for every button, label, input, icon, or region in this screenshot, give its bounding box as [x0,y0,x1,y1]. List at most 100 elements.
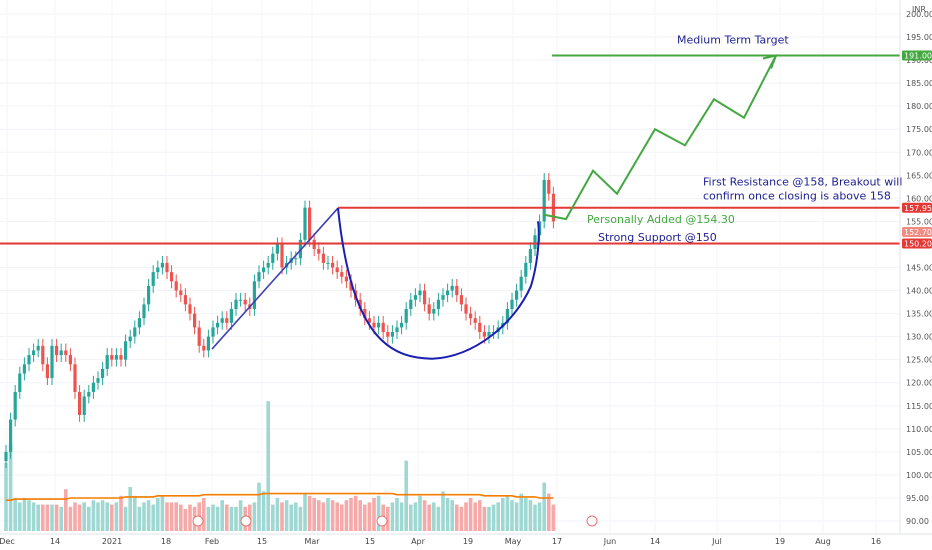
volume-bar [294,502,298,531]
price-tick-label: 125.00 [906,356,932,365]
candle-body [377,322,381,328]
annotation-added: Personally Added @154.30 [587,213,735,226]
volume-bar [547,493,551,531]
time-tick-label: 2021 [102,537,122,546]
volume-bar [390,502,395,531]
candle-body [308,207,312,240]
volume-bar [45,504,50,531]
volume-bar [551,504,556,531]
volume-bar [271,504,275,531]
volume-bar [413,502,418,531]
cup-pattern-curve[interactable] [337,207,540,360]
candle-body [395,327,399,333]
volume-bar [27,500,31,531]
time-tick-label: 19 [775,537,785,546]
candle-body [142,304,146,319]
volume-bar [50,504,54,531]
price-tick-label: 90.00 [906,517,929,526]
volume-bar [261,491,266,531]
volume-bar [275,498,280,531]
event-marker-icon [192,515,204,527]
volume-bar [441,491,445,531]
volume-bar [482,506,487,531]
candle-body [326,262,330,264]
time-tick-label: 14 [650,537,660,546]
price-tag [902,202,932,213]
candle-body [275,244,279,254]
candle-body [239,299,243,301]
time-tick-label: Feb [205,537,219,546]
volume-bar [68,506,73,531]
candle-body [188,304,192,314]
volume-bar [399,502,404,531]
price-tick-label: 170.00 [906,148,932,157]
volume-bar [105,502,109,531]
volume-moving-average-line [6,492,554,501]
candle-body [96,378,100,383]
volume-bar [307,495,312,531]
price-tick-label: 165.00 [906,171,932,180]
uptrend-line[interactable] [211,207,339,350]
candle-body [427,304,431,314]
candle-body [266,262,270,268]
candlesticks [4,173,555,468]
time-tick-label: 14 [50,537,60,546]
candle-body [41,345,45,365]
candle-body [510,299,514,309]
volume-bar [289,504,293,531]
volume-bar [128,487,132,531]
candle-body [151,272,155,286]
annotation-resistance-line2: confirm once closing is above 158 [703,189,891,202]
volume-bar [524,498,528,531]
volume-bar [432,502,436,531]
candle-body [36,345,40,351]
candle-body [18,373,22,392]
time-tick-label: Jun [603,537,617,546]
volume-bar [298,506,303,531]
price-tag-label: 152.70 [904,228,932,237]
volume-bar [496,502,500,531]
volume-bar [64,489,68,531]
volume-bar [211,504,215,531]
volume-bar [284,500,289,531]
price-tick-label: 95.00 [906,494,929,503]
time-tick-label: 15 [257,537,267,546]
volume-bar [91,500,96,531]
volume-bar [330,500,335,531]
candle-body [542,179,546,222]
candle-body [418,290,422,296]
volume-bar [174,502,178,531]
volume-bar [353,495,358,531]
time-axis[interactable]: Dec 14 2021 18 Feb 15 Mar 15 Apr 19 May 17 Jun 14 Jul 1… [0,533,932,546]
candle-body [303,207,307,240]
volume-bar [96,502,100,531]
volume-bar [464,502,468,531]
candle-body [432,308,436,314]
volume-bar [41,504,45,531]
candle-body [87,391,91,397]
price-axis[interactable]: 200.00 195.00 190.00 185.00 180.00 175.00 170.… [899,0,932,534]
price-tick-label: 190.00 [906,56,932,65]
time-tick-label: Mar [304,537,320,546]
volume-bar [36,504,40,531]
volume-bar [77,504,82,531]
candle-body [73,364,77,392]
candle-body [234,299,238,309]
volume-bar [220,500,224,531]
projected-path-zigzag[interactable] [542,55,777,221]
candle-body [344,276,348,282]
candle-body [110,355,114,360]
volume-bar [54,504,59,531]
volume-bar [202,498,206,531]
currency-label: INR [912,5,926,14]
candle-body [27,355,31,365]
volume-bar [22,498,27,531]
candle-body [533,235,537,250]
candle-body [464,304,468,314]
volume-bar [266,401,270,531]
candle-body [179,290,183,296]
volume-bar [363,504,367,531]
volume-bar [326,498,330,531]
candle-body [243,299,247,305]
